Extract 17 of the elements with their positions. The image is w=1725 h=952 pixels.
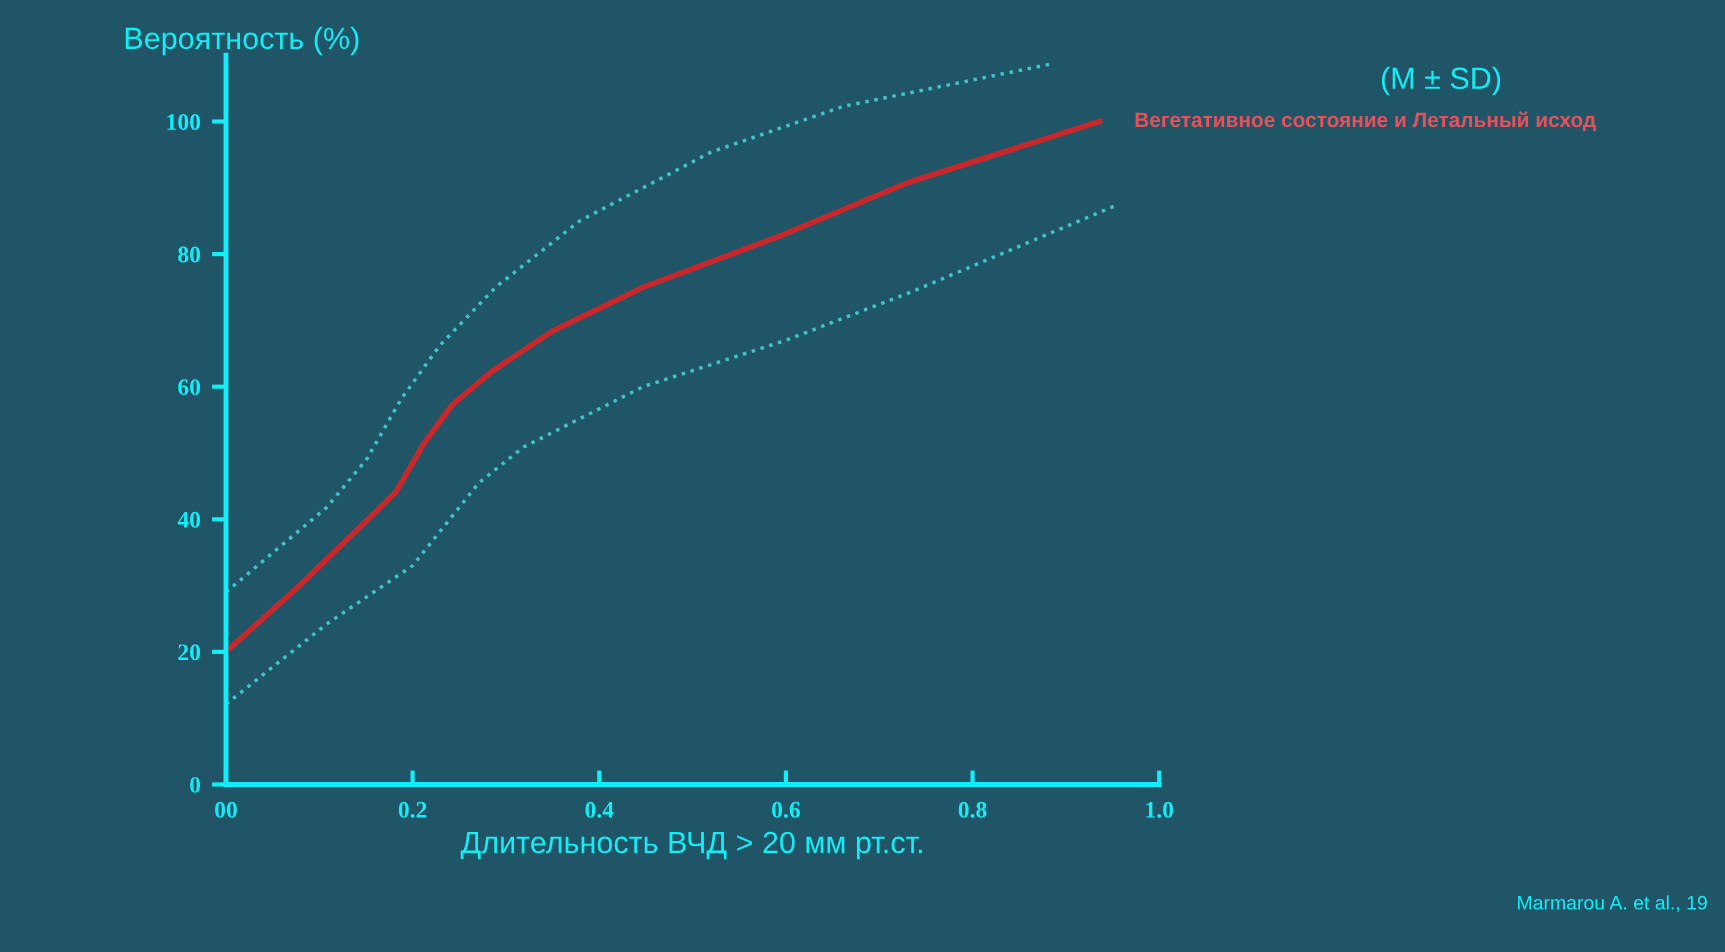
y-axis-title: Вероятность (%) [125, 26, 359, 56]
y-tick-label: 60 [178, 379, 201, 396]
x-tick-label: 1.0 [1146, 801, 1174, 818]
text: (M ± SD) [1381, 66, 1501, 96]
y-tick-label: 0 [190, 776, 201, 793]
x-tick-label: 0.4 [585, 801, 614, 818]
series-label: Вегетативное состояние и Летальный исход [1135, 111, 1596, 132]
x-tick-label: 0.6 [772, 801, 800, 818]
x-tick-label: 0.2 [398, 801, 427, 818]
x-tick-label: 0.8 [958, 801, 987, 818]
x-axis-title: Длительность ВЧД > 20 мм рт.ст. [460, 831, 922, 860]
y-tick-label: 40 [177, 511, 201, 528]
y-tick-label: 100 [167, 114, 201, 130]
y-tick-label: 80 [178, 246, 201, 263]
x-tick-label: 00 [215, 801, 237, 818]
text: Marmarou A. et al., 19 [1518, 895, 1707, 912]
y-tick-label: 20 [178, 644, 201, 661]
